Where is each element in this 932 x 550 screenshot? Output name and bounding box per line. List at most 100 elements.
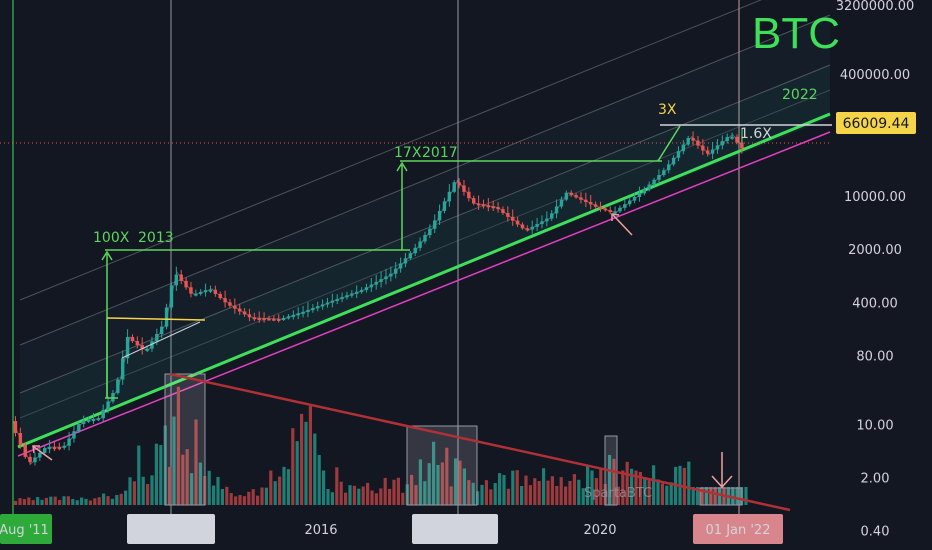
volume-bar: [229, 493, 233, 505]
candle-body: [125, 337, 130, 359]
candle-body: [301, 311, 305, 314]
candle-body: [355, 291, 359, 294]
arrow-bottom-2019-head: [611, 213, 620, 221]
volume-bar: [234, 496, 238, 505]
volume-bar: [106, 496, 110, 505]
volume-bar: [370, 490, 374, 505]
candle-body: [267, 318, 271, 321]
volume-bar: [612, 458, 616, 505]
x-tick-highlight: [693, 514, 783, 544]
candle-body: [52, 447, 57, 450]
candle-body: [506, 213, 510, 217]
candle-body: [140, 345, 144, 350]
label-2013: 2013: [138, 230, 174, 246]
volume-bar: [110, 498, 114, 505]
candle-body: [740, 142, 744, 149]
candle-body: [618, 207, 622, 212]
candle-body: [574, 195, 578, 198]
y-tick-label: 10000.00: [844, 190, 906, 205]
candle-body: [72, 431, 76, 439]
x-tick-label: 01 Nov '13: [136, 523, 206, 538]
time-axis[interactable]: Aug '11 01 Nov '13 2016 01 Dec '17 2020 01 Ja…: [0, 514, 783, 544]
volume-bar: [630, 468, 634, 505]
volume-bar: [537, 481, 541, 505]
volume-bar: [344, 492, 348, 505]
volume-bar: [58, 499, 62, 505]
channel-line-2: [19, 14, 831, 346]
volume-bar: [432, 441, 436, 505]
x-tick-label: 2020: [583, 523, 616, 538]
candle-body: [433, 220, 437, 229]
volume-bar: [586, 465, 590, 505]
arrow-bottom-2019: [612, 214, 633, 236]
volume-box-2013: [164, 373, 206, 506]
candle-body: [38, 452, 42, 458]
candle-body: [662, 170, 666, 176]
volume-bar: [286, 469, 290, 505]
candle-body: [413, 247, 417, 254]
volume-bar: [660, 483, 664, 505]
volume-bar: [665, 485, 669, 505]
candle-body: [403, 258, 408, 264]
volume-bar: [168, 466, 172, 505]
volume-bar: [84, 498, 88, 505]
volume-bar: [577, 479, 581, 505]
annotations: 100X 2013 17X 2017 3X 2022 1.6X: [32, 87, 832, 489]
volume-bar: [559, 477, 563, 505]
candle-body: [155, 334, 159, 342]
candle-body: [13, 421, 18, 434]
volume-bar: [634, 470, 638, 505]
candle-body: [91, 419, 96, 422]
candle-body: [530, 226, 534, 230]
candle-body: [218, 293, 222, 299]
candle-body: [160, 326, 164, 335]
volume-bar: [454, 458, 458, 505]
volume-bar: [700, 487, 704, 505]
candle-body: [525, 228, 530, 231]
price-axis[interactable]: 3200000.00 400000.00 10000.00 2000.00 400.00…: [836, 0, 915, 540]
flag-top: [106, 317, 206, 321]
candle-body: [593, 204, 598, 207]
volume-bar: [480, 484, 484, 505]
label-2022: 2022: [782, 87, 818, 103]
volume-bar: [185, 449, 189, 505]
volume-bar: [572, 474, 576, 505]
volume-bar: [27, 497, 31, 505]
volume-bar: [300, 413, 304, 505]
candle-body: [725, 136, 729, 142]
volume-bar: [317, 454, 321, 505]
candle-body: [394, 268, 398, 274]
candle-body: [174, 274, 179, 286]
x-tick-label: Aug '11: [0, 523, 49, 538]
candle-body: [676, 151, 681, 158]
volume-bar: [282, 466, 286, 505]
candle-body: [77, 424, 81, 432]
volume-bar: [36, 497, 40, 505]
candle-body: [28, 456, 32, 463]
volume-bar: [713, 487, 717, 505]
candle-body: [184, 280, 188, 288]
candle-body: [345, 295, 349, 298]
candle-body: [623, 204, 627, 208]
volume-bar: [546, 480, 550, 505]
volume-bar: [348, 485, 352, 505]
candle-body: [325, 302, 330, 305]
candle-body: [189, 287, 193, 294]
volume-bar: [520, 485, 524, 505]
volume-bar: [330, 492, 334, 505]
candle-body: [281, 317, 286, 320]
candle-body: [57, 447, 62, 450]
volume-bar: [374, 493, 378, 505]
candle-body: [335, 298, 339, 301]
candle-body: [320, 304, 325, 307]
candle-body: [374, 281, 378, 285]
candle-body: [228, 302, 232, 306]
volume-bar: [608, 454, 612, 505]
candle-body: [637, 193, 642, 197]
candle-body: [472, 198, 476, 204]
candle-body: [291, 314, 296, 317]
candle-body: [730, 136, 734, 139]
candle-body: [350, 293, 354, 296]
candle-body: [428, 228, 432, 236]
